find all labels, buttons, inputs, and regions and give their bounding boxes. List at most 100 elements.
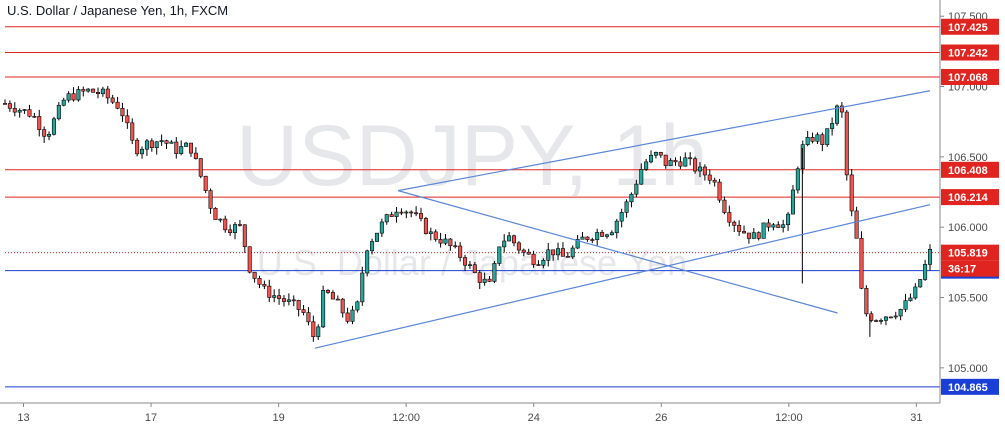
- candle-body: [130, 122, 135, 141]
- candle-body: [678, 161, 683, 167]
- candle-body: [66, 93, 71, 101]
- candle-body: [144, 140, 149, 150]
- candle-body: [879, 320, 884, 322]
- time-tick-label: 19: [272, 412, 284, 424]
- candle-body: [51, 118, 56, 135]
- candle-body: [585, 236, 590, 240]
- candle-body: [330, 292, 335, 300]
- candle-body: [604, 234, 609, 237]
- candle-body: [644, 161, 649, 170]
- candle-body: [228, 229, 233, 234]
- candle-body: [237, 224, 242, 226]
- level-tag-label: 107.068: [948, 72, 988, 84]
- candle-body: [95, 92, 100, 95]
- candle-body: [208, 190, 213, 209]
- candle-body: [835, 105, 840, 124]
- candle-body: [350, 309, 355, 322]
- candle-body: [575, 238, 580, 249]
- candle-body: [193, 152, 198, 159]
- candle-body: [301, 309, 306, 313]
- candle-body: [17, 110, 22, 113]
- candle-body: [233, 224, 238, 234]
- candle-body: [551, 249, 556, 256]
- candle-body: [609, 232, 614, 236]
- candle-body: [135, 139, 140, 155]
- candle-body: [541, 260, 546, 266]
- candle-body: [805, 137, 810, 145]
- candle-body: [717, 181, 722, 201]
- candle-body: [110, 97, 115, 103]
- candle-body: [389, 214, 394, 217]
- candle-body: [595, 232, 600, 241]
- candle-body: [198, 158, 203, 177]
- candle-body: [345, 312, 350, 322]
- candle-body: [272, 295, 277, 298]
- candle-body: [502, 240, 507, 248]
- candle-body: [526, 251, 531, 255]
- candle-body: [316, 326, 321, 338]
- time-tick-label: 24: [528, 412, 540, 424]
- candle-body: [399, 211, 404, 214]
- watermark-name: U.S. Dollar / Japanese Yen: [257, 242, 687, 283]
- candle-body: [624, 201, 629, 213]
- candle-body: [184, 142, 189, 147]
- candle-body: [374, 232, 379, 242]
- candle-body: [149, 140, 154, 148]
- candle-body: [702, 166, 707, 176]
- candle-body: [291, 299, 296, 302]
- trendline-ascending-channel-upper: [398, 90, 931, 192]
- level-tag-label: 107.242: [948, 48, 988, 60]
- candle-body: [903, 300, 908, 310]
- candle-body: [37, 116, 42, 130]
- time-tick-label: 13: [17, 412, 29, 424]
- candle-body: [47, 133, 52, 137]
- candle-body: [825, 128, 830, 145]
- candle-body: [639, 169, 644, 185]
- candle-body: [771, 224, 776, 228]
- candle-body: [61, 99, 66, 106]
- candle-body: [888, 316, 893, 319]
- candle-body: [154, 141, 159, 148]
- candle-body: [125, 115, 130, 124]
- candle-body: [683, 157, 688, 167]
- candle-body: [453, 245, 458, 248]
- time-axis[interactable]: 13 17 19 12:00 24 26 12:00 31: [0, 402, 940, 424]
- candle-body: [188, 142, 193, 154]
- candle-body: [658, 152, 663, 156]
- watermark-symbol: USDJPY, 1h: [236, 108, 708, 204]
- candle-body: [629, 193, 634, 203]
- candle-body: [409, 211, 414, 214]
- candle-body: [590, 239, 595, 241]
- candle-body: [913, 286, 918, 299]
- candle-body: [355, 301, 360, 311]
- price-tick-label: 106.500: [948, 152, 988, 164]
- trendline-ascending-channel-lower: [314, 204, 931, 349]
- current-price-tag-label: 105.819: [948, 248, 988, 260]
- candle-body: [893, 315, 898, 318]
- candle-body: [776, 224, 781, 228]
- candle-body: [707, 174, 712, 181]
- candle-body: [2, 103, 8, 105]
- candle-body: [404, 211, 409, 214]
- price-tick-label: 105.500: [948, 293, 988, 305]
- candle-body: [580, 236, 585, 240]
- candle-body: [737, 225, 742, 232]
- candle-body: [22, 109, 27, 111]
- candle-body: [600, 232, 605, 237]
- candle-body: [76, 89, 81, 101]
- candle-body: [12, 107, 17, 113]
- countdown-tag-bg: [941, 260, 999, 277]
- candle-body: [262, 284, 267, 287]
- candle-body: [472, 264, 477, 273]
- candle-body: [908, 297, 913, 301]
- candle-body: [663, 154, 668, 166]
- candle-body: [7, 103, 12, 109]
- level-tag-bg: [941, 18, 999, 35]
- price-axis[interactable]: 107.500107.000106.500106.000105.500105.0…: [939, 0, 988, 403]
- candle-body: [634, 183, 639, 195]
- candle-body: [306, 312, 311, 323]
- candle-body: [521, 249, 526, 253]
- time-tick-label: 17: [145, 412, 157, 424]
- candle-body: [742, 231, 747, 234]
